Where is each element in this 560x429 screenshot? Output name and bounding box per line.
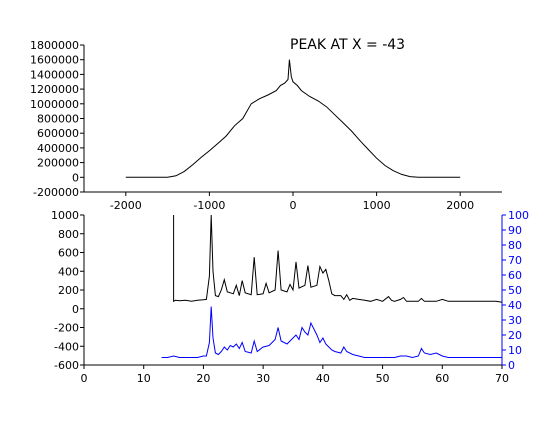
bottom-series-line-1: [161, 306, 502, 359]
top-y-tick-label: 800000: [37, 113, 79, 126]
peak-annotation: PEAK AT X = -43: [290, 37, 405, 53]
bottom-left-tick-label: 200: [58, 284, 79, 297]
bottom-right-tick-label: 0: [508, 359, 515, 372]
bottom-left-tick-label: 800: [58, 228, 79, 241]
top-y-tick-label: 200000: [37, 157, 79, 170]
bottom-left-tick-label: 0: [72, 303, 79, 316]
top-x-tick-label: 0: [290, 199, 297, 212]
bottom-right-tick-label: 20: [508, 329, 522, 342]
bottom-series-line-0: [173, 214, 503, 303]
top-y-tick-label: 1600000: [30, 54, 79, 67]
bottom-left-tick-label: 600: [58, 247, 79, 260]
bottom-left-tick-label: -200: [54, 322, 79, 335]
bottom-left-tick-label: -400: [54, 340, 79, 353]
bottom-right-tick-label: 10: [508, 344, 522, 357]
bottom-x-tick-label: 10: [137, 372, 151, 385]
top-y-tick-label: 1800000: [30, 39, 79, 52]
bottom-x-tick-label: 70: [495, 372, 509, 385]
bottom-right-tick-label: 80: [508, 239, 522, 252]
top-x-tick-label: 1000: [363, 199, 391, 212]
bottom-right-tick-label: 40: [508, 299, 522, 312]
bottom-right-tick-label: 60: [508, 269, 522, 282]
bottom-x-tick-label: 30: [256, 372, 270, 385]
top-x-tick-label: -1000: [193, 199, 225, 212]
top-y-tick-label: 400000: [37, 142, 79, 155]
top-plot-frame: [84, 45, 502, 192]
top-x-tick-label: -2000: [110, 199, 142, 212]
top-chart: PEAK AT X = -43 -20000002000004000006000…: [30, 37, 502, 212]
top-y-tick-label: 600000: [37, 127, 79, 140]
top-y-tick-label: 1000000: [30, 98, 79, 111]
top-x-tick-label: 2000: [446, 199, 474, 212]
bottom-right-tick-label: 50: [508, 284, 522, 297]
bottom-right-tick-label: 100: [508, 209, 529, 222]
bottom-right-tick-label: 70: [508, 254, 522, 267]
bottom-left-tick-label: 400: [58, 265, 79, 278]
bottom-left-tick-label: 1000: [51, 209, 79, 222]
top-y-tick-label: -200000: [33, 186, 79, 199]
bottom-right-tick-label: 30: [508, 314, 522, 327]
top-y-tick-label: 1200000: [30, 83, 79, 96]
bottom-x-tick-label: 40: [316, 372, 330, 385]
top-y-tick-label: 0: [72, 171, 79, 184]
bottom-x-tick-label: 0: [81, 372, 88, 385]
top-series-line-0: [125, 59, 461, 178]
bottom-x-tick-label: 20: [196, 372, 210, 385]
bottom-x-tick-label: 60: [435, 372, 449, 385]
bottom-x-tick-label: 50: [376, 372, 390, 385]
bottom-left-tick-label: -600: [54, 359, 79, 372]
bottom-chart: -600-400-2000200400600800100001020304050…: [51, 209, 529, 385]
bottom-right-tick-label: 90: [508, 224, 522, 237]
top-y-tick-label: 1400000: [30, 68, 79, 81]
